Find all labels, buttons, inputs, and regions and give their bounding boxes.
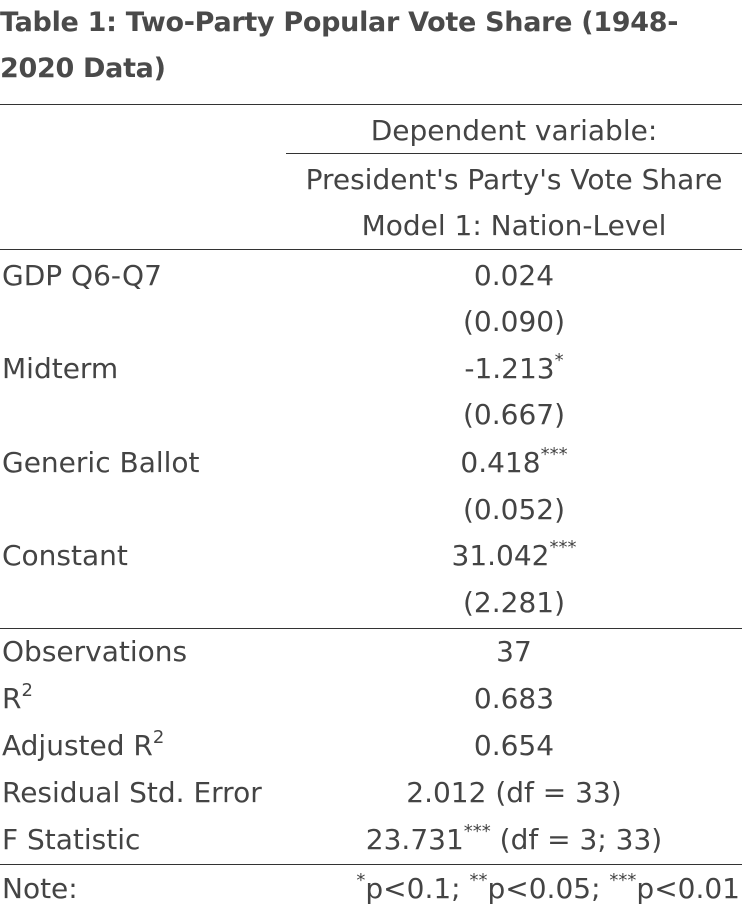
coef-estimate-gdp: 0.024 (473, 259, 555, 292)
coef-estimate-generic-ballot: 0.418*** (460, 444, 568, 480)
stat-value-observations: 37 (496, 635, 532, 668)
top-rule (0, 104, 742, 105)
note-rule (0, 864, 742, 865)
coef-label-generic-ballot: Generic Ballot (2, 446, 200, 479)
coef-estimate-constant: 31.042*** (451, 537, 577, 573)
stat-label-f-statistic: F Statistic (2, 823, 141, 856)
header-rule (0, 249, 742, 250)
coef-label-midterm: Midterm (2, 352, 119, 385)
stat-label-adjusted-r2: Adjusted R2 (2, 727, 165, 763)
stat-label-residual-std-error: Residual Std. Error (2, 776, 262, 809)
model-name: Model 1: Nation-Level (361, 209, 667, 242)
table-title: Table 1: Two-Party Popular Vote Share (1… (0, 7, 679, 84)
coef-se-gdp: (0.090) (462, 305, 565, 338)
coef-se-generic-ballot: (0.052) (462, 493, 565, 526)
coef-label-constant: Constant (2, 539, 128, 572)
stat-label-r2: R2 (2, 680, 33, 716)
dependent-variable-name: President's Party's Vote Share (305, 163, 723, 196)
stat-value-r2: 0.683 (473, 682, 555, 715)
coef-label-gdp: GDP Q6-Q7 (2, 259, 162, 292)
dependent-variable-label: Dependent variable: (370, 114, 658, 147)
coef-se-constant: (2.281) (462, 586, 565, 619)
stat-value-adjusted-r2: 0.654 (473, 729, 555, 762)
stat-value-residual-std-error: 2.012 (df = 33) (406, 776, 622, 809)
coef-se-midterm: (0.667) (462, 398, 565, 431)
stats-rule (0, 628, 742, 629)
stat-value-f-statistic: 23.731*** (df = 3; 33) (365, 821, 663, 857)
note-label: Note: (2, 872, 78, 905)
dependent-variable-underline (286, 153, 742, 154)
note-significance: *p<0.1; **p<0.05; ***p<0.01 (356, 870, 740, 906)
coef-estimate-midterm: -1.213* (464, 350, 564, 386)
stat-label-observations: Observations (2, 635, 188, 668)
